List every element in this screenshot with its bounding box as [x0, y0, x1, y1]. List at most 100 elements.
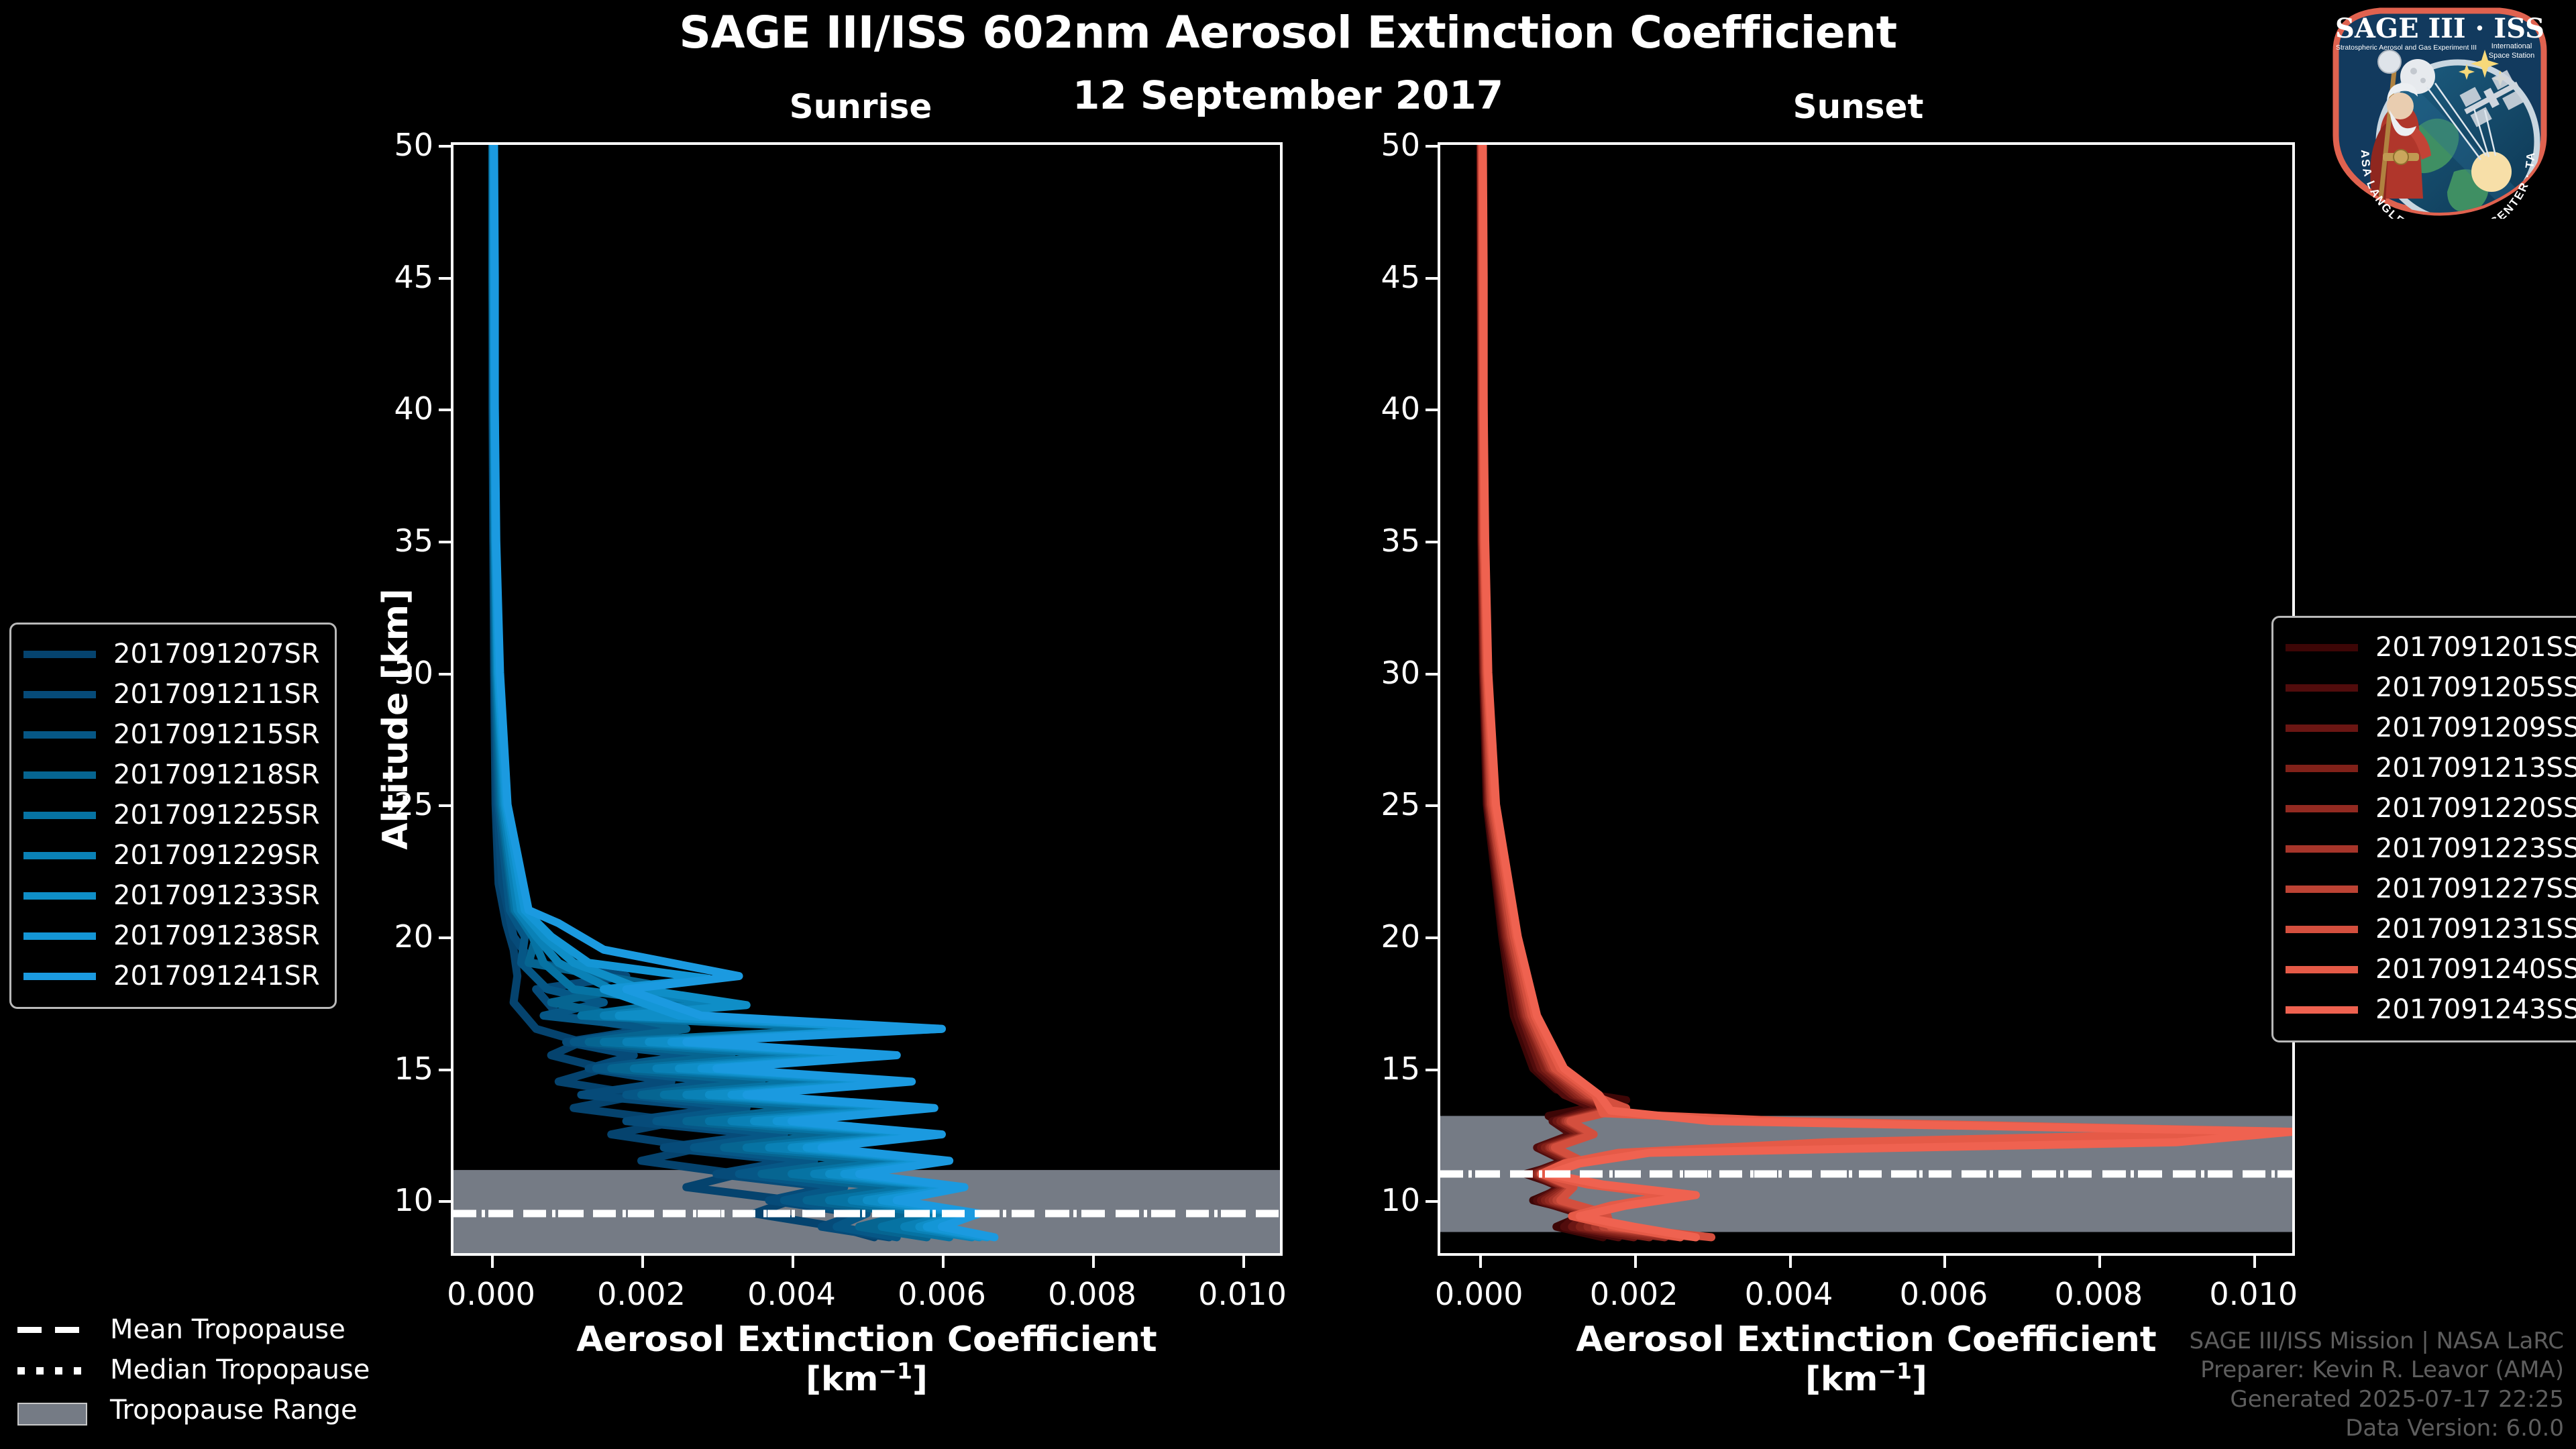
- legend-item-2017091207SR[interactable]: 2017091207SR: [23, 634, 320, 674]
- legend-item-2017091215SR[interactable]: 2017091215SR: [23, 714, 320, 755]
- x-axis-tick-label: 0.002: [1589, 1276, 1678, 1312]
- x-axis-tick: [1479, 1253, 1482, 1268]
- y-axis-tick-label: 35: [1381, 523, 1420, 559]
- y-axis-tick: [1426, 145, 1440, 148]
- legend-label-tropopause-range: Tropopause Range: [110, 1395, 358, 1426]
- data-line-2017091241SR: [490, 145, 999, 1242]
- plot-area-sunset: [1440, 145, 2292, 1253]
- legend-item-2017091227SS[interactable]: 2017091227SS: [2286, 869, 2576, 909]
- legend-label: 2017091243SS: [2375, 994, 2576, 1025]
- x-axis-title-text: Aerosol Extinction Coefficient: [576, 1320, 1157, 1360]
- legend-item-2017091240SS[interactable]: 2017091240SS: [2286, 949, 2576, 989]
- plot-svg-sunrise: [453, 145, 1280, 1253]
- y-axis-tick-label: 20: [1381, 918, 1420, 955]
- logo-subtitle-right-2: Space Station: [2489, 52, 2535, 60]
- legend-item-2017091238SR[interactable]: 2017091238SR: [23, 916, 320, 956]
- y-axis-tick: [439, 936, 453, 939]
- y-axis-tick-label: 45: [1381, 258, 1420, 295]
- data-line-2017091227SS: [1478, 145, 1700, 1242]
- legend-item-2017091233SR[interactable]: 2017091233SR: [23, 875, 320, 916]
- x-axis-tick: [2098, 1253, 2102, 1268]
- x-axis-tick: [1633, 1253, 1637, 1268]
- y-axis-tick-label: 50: [1381, 127, 1420, 163]
- x-axis-tick: [1092, 1253, 1095, 1268]
- legend-item-2017091218SR[interactable]: 2017091218SR: [23, 755, 320, 795]
- plot-svg-sunset: [1440, 145, 2292, 1242]
- legend-item-2017091201SS[interactable]: 2017091201SS: [2286, 627, 2576, 667]
- data-line-2017091243SS: [1479, 145, 2292, 1242]
- x-axis-tick-label: 0.006: [898, 1276, 986, 1312]
- y-axis-tick-label: 40: [394, 390, 433, 427]
- legend-item-2017091229SR[interactable]: 2017091229SR: [23, 835, 320, 875]
- panel-title-sunrise: Sunrise: [789, 87, 932, 126]
- y-axis-tick-label: 45: [394, 258, 433, 295]
- data-line-2017091223SS: [1477, 145, 1684, 1242]
- legend-label: 2017091205SS: [2375, 672, 2576, 703]
- x-axis-tick: [1242, 1253, 1245, 1268]
- legend-item-2017091223SS[interactable]: 2017091223SS: [2286, 828, 2576, 869]
- legend-item-2017091225SR[interactable]: 2017091225SR: [23, 795, 320, 835]
- y-axis-tick: [1426, 409, 1440, 412]
- legend-color-swatch: [23, 972, 96, 980]
- legend-label: 2017091201SS: [2375, 632, 2576, 663]
- y-axis-tick: [1426, 1068, 1440, 1071]
- legend-sunrise[interactable]: 2017091207SR 2017091211SR 2017091215SR 2017…: [9, 623, 337, 1009]
- x-axis-tick-label: 0.006: [1899, 1276, 1988, 1312]
- y-axis-tick-label: 25: [1381, 786, 1420, 823]
- x-axis-units-sunset: [km−1]: [1805, 1358, 1927, 1399]
- y-axis-tick-label: 30: [394, 654, 433, 691]
- y-axis-tick-label: 20: [394, 918, 433, 955]
- legend-item-2017091243SS[interactable]: 2017091243SS: [2286, 989, 2576, 1030]
- x-axis-tick: [491, 1253, 494, 1268]
- legend-color-swatch: [23, 650, 96, 658]
- x-axis-tick: [641, 1253, 644, 1268]
- legend-label: 2017091215SR: [113, 719, 320, 750]
- page-title: SAGE III/ISS 602nm Aerosol Extinction Co…: [679, 7, 1897, 58]
- y-axis-tick-label: 10: [394, 1182, 433, 1219]
- legend-item-2017091213SS[interactable]: 2017091213SS: [2286, 748, 2576, 788]
- date-subtitle: 12 September 2017: [1072, 72, 1504, 118]
- legend-color-swatch: [2286, 804, 2358, 812]
- legend-color-swatch: [23, 690, 96, 698]
- legend-label: 2017091218SR: [113, 759, 320, 790]
- y-axis-tick: [439, 276, 453, 280]
- x-axis-tick: [1943, 1253, 1947, 1268]
- legend-label: 2017091241SR: [113, 961, 320, 991]
- y-axis-tick-label: 35: [394, 523, 433, 559]
- legend-item-2017091205SS[interactable]: 2017091205SS: [2286, 667, 2576, 708]
- plot-axes-sunrise: 50 45 40 35 30 25 20 15 10 0.000 0.002 0.004 0.006 0.…: [394, 127, 1286, 1312]
- x-axis-tick: [2253, 1253, 2257, 1268]
- legend-item-tropopause-range: Tropopause Range: [16, 1390, 370, 1430]
- dashed-line-icon: [16, 1321, 91, 1338]
- legend-item-2017091231SS[interactable]: 2017091231SS: [2286, 909, 2576, 949]
- y-axis-tick: [439, 1068, 453, 1071]
- legend-color-swatch: [2286, 724, 2358, 732]
- legend-item-2017091241SR[interactable]: 2017091241SR: [23, 956, 320, 996]
- x-axis-tick-label: 0.002: [597, 1276, 686, 1312]
- x-axis-tick-label: 0.004: [1744, 1276, 1833, 1312]
- legend-color-swatch: [23, 851, 96, 859]
- credits-generated: Generated 2025-07-17 22:25: [2230, 1385, 2564, 1413]
- y-axis-tick: [1426, 1200, 1440, 1203]
- legend-label-mean-tropopause: Mean Tropopause: [110, 1314, 345, 1345]
- x-axis-tick-label: 0.000: [1434, 1276, 1523, 1312]
- legend-color-swatch: [23, 771, 96, 779]
- plot-axes-sunset: 50 45 40 35 30 25 20 15 10 0.000 0.002 0.004 0.006 0.…: [1381, 127, 2298, 1312]
- legend-color-swatch: [2286, 684, 2358, 692]
- y-axis-tick-label: 10: [1381, 1182, 1420, 1219]
- legend-sunset[interactable]: 2017091201SS 2017091205SS 2017091209SS 2017…: [2271, 616, 2576, 1042]
- legend-item-2017091209SS[interactable]: 2017091209SS: [2286, 708, 2576, 748]
- logo-title: SAGE III · ISS: [2335, 13, 2544, 44]
- y-axis-tick-label: 15: [394, 1050, 433, 1087]
- plot-area-sunrise: [453, 145, 1280, 1253]
- y-axis-tick: [439, 804, 453, 808]
- legend-label: 2017091233SR: [113, 880, 320, 911]
- x-axis-tick-label: 0.008: [1048, 1276, 1136, 1312]
- legend-item-2017091211SR[interactable]: 2017091211SR: [23, 674, 320, 714]
- x-axis-units-sunrise: [km−1]: [806, 1358, 928, 1399]
- legend-color-swatch: [2286, 845, 2358, 853]
- legend-item-2017091220SS[interactable]: 2017091220SS: [2286, 788, 2576, 828]
- y-axis-tick: [1426, 541, 1440, 543]
- logo-svg: SAGE III · ISS Stratospheric Aerosol and…: [2311, 0, 2547, 242]
